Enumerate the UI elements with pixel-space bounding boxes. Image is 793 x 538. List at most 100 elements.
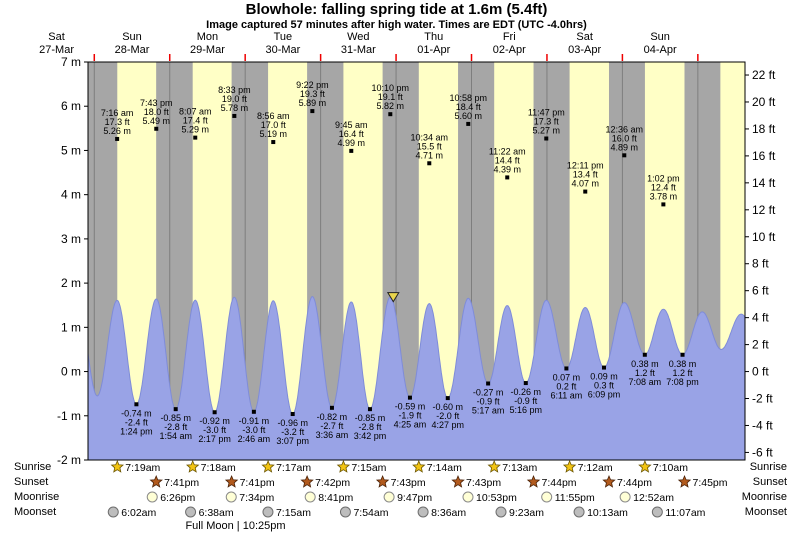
high-tide-time: 11:22 am	[489, 146, 526, 156]
sunrise-time: 7:13am	[502, 462, 537, 474]
low-tide-dot	[680, 352, 685, 357]
high-tide-time: 9:45 am	[335, 120, 368, 130]
low-tide-time: 3:07 pm	[276, 436, 309, 446]
right-axis-label: 8 ft	[752, 257, 769, 271]
high-tide-time: 12:11 pm	[567, 161, 604, 171]
high-tide-dot	[115, 136, 120, 141]
low-tide-time: 7:08 pm	[666, 377, 699, 387]
low-tide-dot	[212, 410, 217, 415]
high-tide-m: 5.27 m	[533, 126, 561, 136]
moonrise-icon	[146, 491, 158, 503]
right-axis-label: 2 ft	[752, 338, 769, 352]
sunset-icon	[677, 474, 692, 488]
low-tide-ft: -2.0 ft	[436, 411, 460, 421]
high-tide-m: 5.26 m	[103, 126, 131, 136]
sunset-icon	[375, 474, 390, 488]
moonrise-time: 9:47pm	[397, 492, 432, 504]
low-tide-dot	[290, 412, 295, 417]
sunrise-icon	[261, 459, 275, 473]
day-label: Sun	[650, 31, 670, 43]
high-tide-time: 1:02 pm	[647, 173, 680, 183]
high-tide-m: 5.19 m	[260, 129, 288, 139]
sunrise-icon	[487, 459, 501, 473]
high-tide-ft: 17.3 ft	[534, 117, 560, 127]
low-tide-m: -0.92 m	[199, 416, 230, 426]
sunset-time: 7:42pm	[315, 477, 350, 489]
sunrise-time: 7:18am	[201, 462, 236, 474]
high-tide-m: 4.99 m	[338, 138, 366, 148]
right-axis-label: 18 ft	[752, 122, 776, 136]
right-axis-label: 6 ft	[752, 284, 769, 298]
tide-curve-fill	[88, 296, 745, 460]
high-tide-time: 8:07 am	[179, 107, 212, 117]
low-tide-ft: -2.8 ft	[358, 422, 382, 432]
low-tide-m: -0.82 m	[317, 412, 348, 422]
low-tide-ft: -2.4 ft	[125, 417, 149, 427]
high-tide-m: 4.89 m	[611, 142, 639, 152]
high-tide-m: 5.78 m	[221, 103, 249, 113]
low-tide-dot	[329, 405, 334, 410]
sunrise-time: 7:19am	[125, 462, 160, 474]
moonrise-time: 6:26pm	[160, 492, 195, 504]
right-axis-label: 12 ft	[752, 203, 776, 217]
right-axis-label: -2 ft	[752, 392, 773, 406]
right-axis-label: -4 ft	[752, 418, 773, 432]
sunset-icon	[149, 474, 163, 488]
right-axis-label: 10 ft	[752, 230, 776, 244]
low-tide-time: 2:17 pm	[198, 434, 231, 444]
moonset-icon	[495, 506, 507, 518]
moonset-icon	[651, 506, 663, 518]
day-label: Sat	[48, 31, 65, 43]
low-tide-m: -0.27 m	[473, 387, 504, 397]
left-axis-label: 6 m	[61, 99, 81, 113]
sunset-time: 7:44pm	[542, 477, 577, 489]
moonrise-icon	[225, 491, 237, 503]
low-tide-time: 7:08 am	[629, 377, 662, 387]
high-tide-time: 11:47 pm	[528, 108, 565, 118]
tide-curve	[87, 296, 746, 415]
low-tide-ft: -0.9 ft	[477, 396, 501, 406]
low-tide-time: 4:25 am	[394, 420, 427, 430]
moonset-time: 7:15am	[276, 507, 311, 519]
high-tide-m: 5.60 m	[455, 111, 483, 121]
low-tide-m: 0.09 m	[590, 372, 618, 382]
high-tide-dot	[388, 112, 393, 117]
low-tide-time: 6:09 pm	[588, 390, 621, 400]
full-moon-note: Full Moon | 10:25pm	[185, 520, 286, 532]
high-tide-time: 8:56 am	[257, 111, 290, 121]
low-tide-m: -0.74 m	[121, 408, 152, 418]
sunrise-icon	[336, 459, 351, 473]
sunset-icon	[602, 474, 616, 488]
right-axis-label: 22 ft	[752, 68, 776, 82]
low-tide-time: 1:54 am	[159, 431, 192, 441]
day-date-label: 27-Mar	[39, 44, 74, 56]
day-label: Wed	[347, 31, 369, 43]
moonrise-time: 12:52am	[633, 492, 674, 504]
right-axis-label: 4 ft	[752, 311, 769, 325]
moonset-icon	[262, 506, 274, 518]
low-tide-ft: -3.0 ft	[203, 425, 227, 435]
sunrise-row-label-right: Sunrise	[749, 461, 787, 473]
sunrise-time: 7:12am	[578, 462, 613, 474]
high-tide-ft: 17.4 ft	[183, 116, 209, 126]
moonset-row-label-right: Moonset	[744, 506, 787, 518]
high-tide-ft: 15.5 ft	[417, 141, 443, 151]
left-axis-label: 0 m	[61, 365, 81, 379]
high-tide-ft: 19.3 ft	[300, 89, 326, 99]
sunset-row-label-left: Sunset	[14, 476, 49, 488]
sunrise-icon	[110, 459, 124, 473]
low-tide-m: -0.59 m	[395, 402, 426, 412]
low-tide-dot	[445, 396, 450, 401]
high-tide-ft: 16.0 ft	[612, 133, 638, 143]
high-tide-ft: 19.1 ft	[378, 92, 404, 102]
high-tide-m: 4.39 m	[493, 164, 521, 174]
sunrise-time: 7:10am	[653, 462, 688, 474]
day-date-label: 28-Mar	[115, 44, 150, 56]
moonset-icon	[339, 506, 351, 518]
low-tide-dot	[486, 381, 491, 386]
sunrise-icon	[638, 459, 652, 473]
low-tide-time: 3:42 pm	[354, 431, 387, 441]
sunrise-icon	[412, 459, 426, 473]
day-date-label: 03-Apr	[568, 44, 601, 56]
